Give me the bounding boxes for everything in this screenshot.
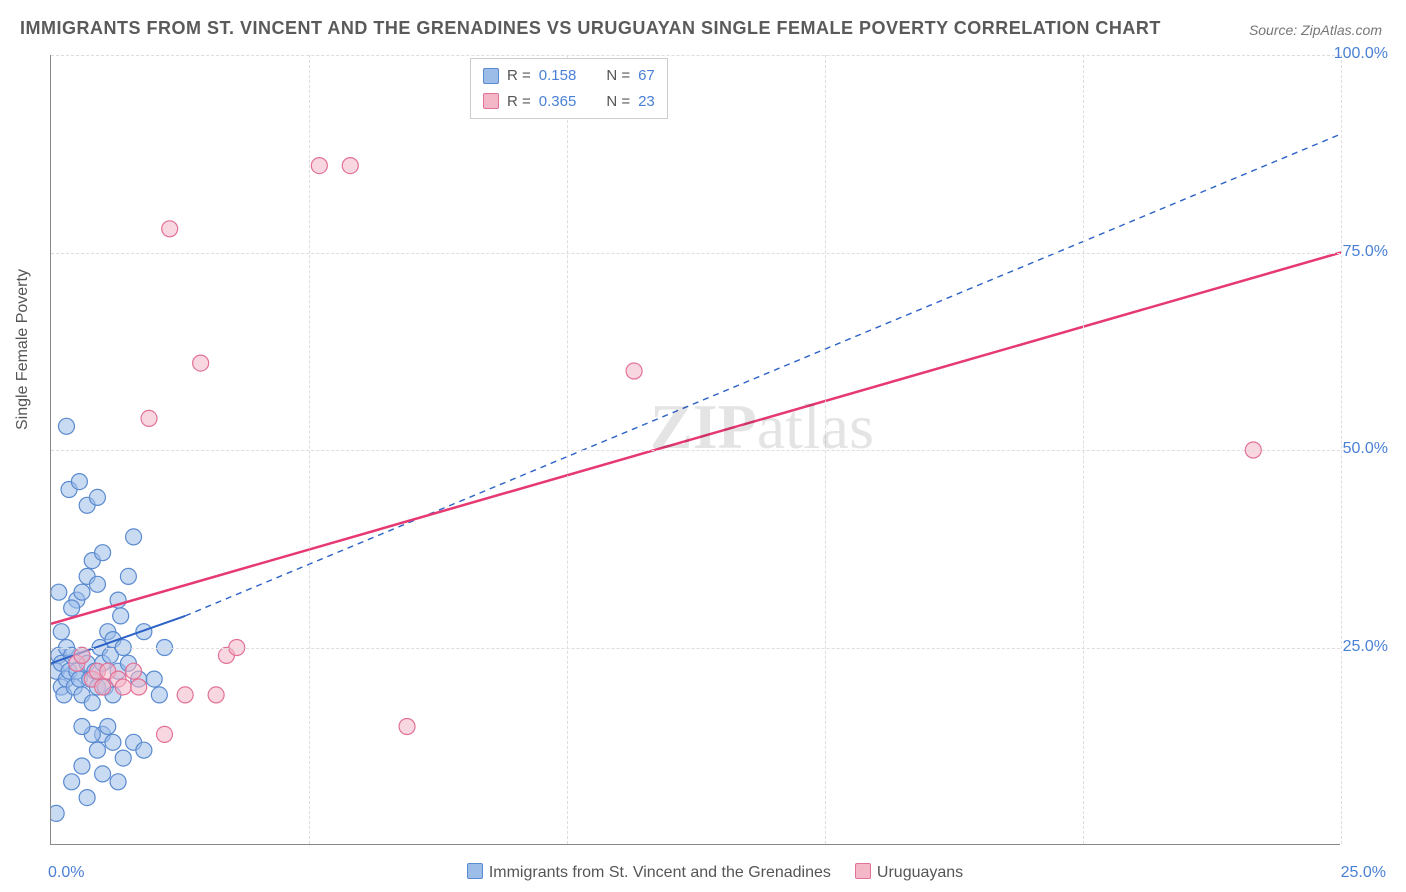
chart-container: IMMIGRANTS FROM ST. VINCENT AND THE GREN… (0, 0, 1406, 892)
y-tick-25: 25.0% (1343, 638, 1388, 656)
plot-area (50, 55, 1340, 845)
source-attribution: Source: ZipAtlas.com (1249, 22, 1382, 38)
legend-series: Immigrants from St. Vincent and the Gren… (0, 863, 1406, 882)
y-tick-50: 50.0% (1343, 440, 1388, 458)
chart-title: IMMIGRANTS FROM ST. VINCENT AND THE GREN… (20, 18, 1161, 39)
x-tick-25: 25.0% (1341, 864, 1386, 882)
y-tick-100: 100.0% (1334, 45, 1388, 63)
x-tick-0: 0.0% (48, 864, 84, 882)
y-tick-75: 75.0% (1343, 243, 1388, 261)
legend-stats: R =0.158N =67R =0.365N =23 (470, 58, 668, 119)
y-axis-label: Single Female Poverty (14, 269, 32, 430)
